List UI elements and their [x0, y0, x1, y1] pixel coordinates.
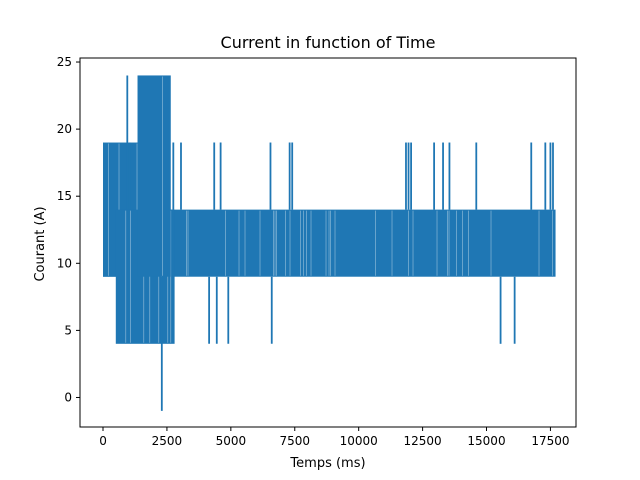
x-tick-label: 2500	[152, 434, 183, 448]
x-tick-label: 15000	[467, 434, 505, 448]
x-tick-label: 10000	[340, 434, 378, 448]
y-tick-label: 0	[64, 390, 72, 404]
y-tick-label: 10	[57, 256, 72, 270]
y-tick-label: 5	[64, 323, 72, 337]
y-tick-label: 15	[57, 189, 72, 203]
axes-frame	[79, 57, 577, 428]
x-tick-label: 17500	[531, 434, 569, 448]
y-tick-label: 20	[57, 122, 72, 136]
x-tick-label: 5000	[216, 434, 247, 448]
plot-area	[79, 57, 577, 428]
x-tick-label: 7500	[279, 434, 310, 448]
signal-band	[137, 75, 171, 277]
x-axis-label: Temps (ms)	[289, 456, 365, 471]
y-axis-label: Courant (A)	[33, 206, 48, 281]
y-tick-label: 25	[57, 55, 72, 69]
x-tick-label: 12500	[404, 434, 442, 448]
y-axis: 0 5 10 15 20 25	[57, 55, 80, 404]
x-tick-label: 0	[99, 434, 107, 448]
x-axis: 0 2500 5000 7500 10000 12500 15000 17500	[99, 427, 570, 448]
chart-title: Current in function of Time	[221, 33, 436, 52]
series-layer	[103, 75, 556, 411]
